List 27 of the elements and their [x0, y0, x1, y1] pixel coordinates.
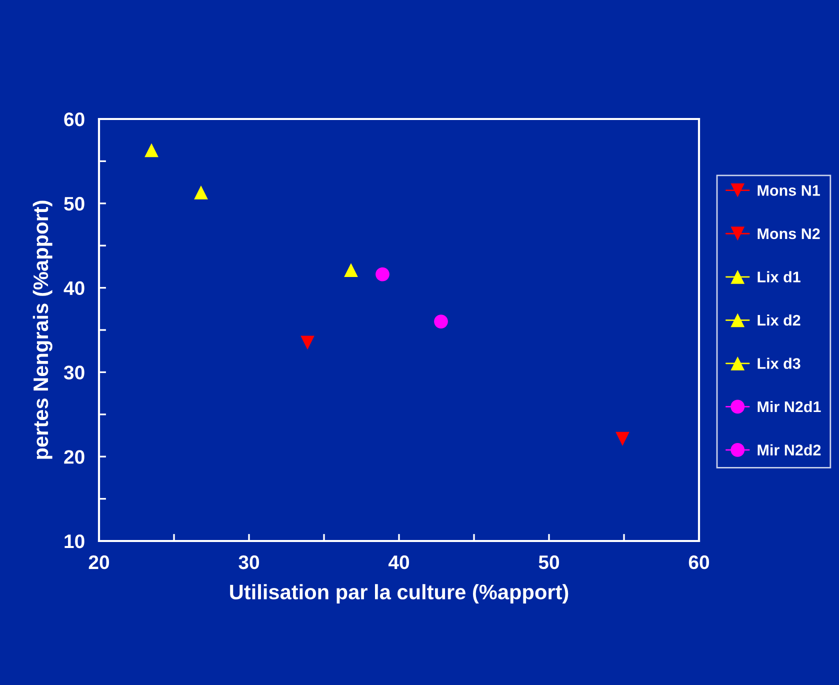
legend-label: Mir N2d1: [758, 400, 821, 412]
legend-label: Mons N2: [758, 228, 820, 240]
y-tick-label: 60: [64, 112, 84, 126]
x-tick-label: 50: [538, 555, 560, 570]
x-tick-label: 60: [688, 555, 710, 570]
y-tick-label: 20: [64, 450, 84, 464]
y-axis-title: pertes Nengrais (%apport): [32, 200, 52, 459]
point: [344, 263, 358, 278]
point: [616, 432, 630, 446]
x-tick-label: 20: [88, 555, 110, 570]
legend-label: Mir N2d2: [758, 444, 821, 456]
legend-label: Lix d3: [758, 358, 800, 369]
legend-label: Mons N1: [758, 185, 820, 196]
y-tick-label: 40: [64, 281, 84, 296]
point: [434, 314, 448, 329]
legend-label: Lix d1: [758, 271, 800, 282]
point: [376, 267, 390, 282]
point: [194, 185, 208, 200]
y-tick-label: 10: [64, 534, 84, 548]
legend-label: Lix d2: [758, 314, 800, 326]
x-tick-label: 40: [388, 555, 410, 570]
x-tick-label: 30: [238, 555, 260, 570]
x-axis-title: Utilisation par la culture (%apport): [230, 584, 568, 604]
point: [144, 143, 158, 158]
y-tick-label: 30: [64, 366, 84, 380]
point: [300, 336, 314, 350]
y-tick-label: 50: [64, 196, 84, 211]
